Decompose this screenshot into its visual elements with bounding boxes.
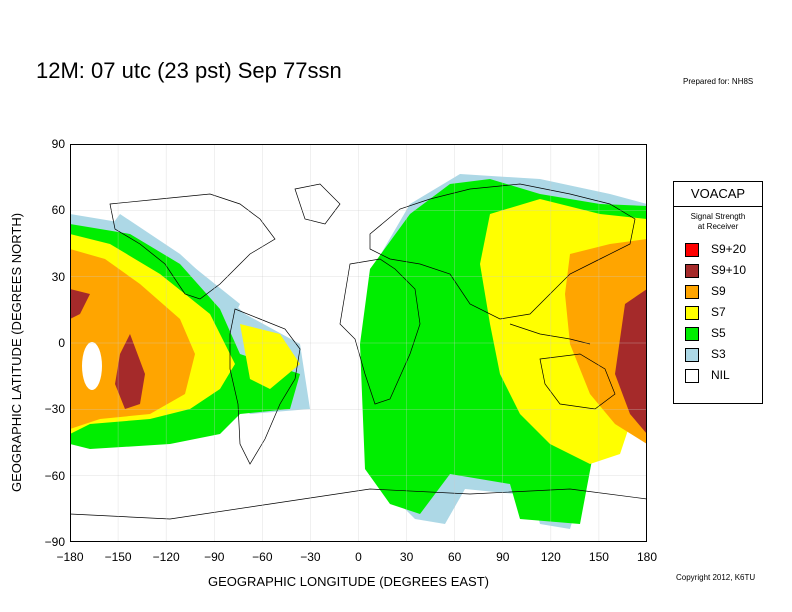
signal-legend: VOACAP Signal Strength at Receiver S9+20…	[673, 181, 763, 404]
map-title: 12M: 07 utc (23 pst) Sep 77ssn	[36, 58, 342, 83]
y-tick-label: −30	[44, 402, 65, 417]
y-axis-title: GEOGRAPHIC LATITUDE (DEGREES NORTH)	[9, 212, 24, 492]
x-tick-label: −30	[300, 550, 321, 564]
legend-item: S9+10	[685, 262, 746, 278]
zone-s9-10	[615, 289, 647, 434]
coastlines	[70, 183, 647, 520]
legend-title: VOACAP	[674, 182, 762, 207]
legend-item: S9+20	[685, 241, 746, 257]
legend-label: S9+20	[711, 242, 747, 256]
x-axis-title: GEOGRAPHIC LONGITUDE (DEGREES EAST)	[208, 574, 489, 589]
legend-item: S9	[685, 283, 726, 299]
legend-label: S3	[711, 347, 726, 361]
legend-item: S5	[685, 325, 726, 341]
legend-label: S7	[711, 305, 726, 319]
legend-label: S9+10	[711, 263, 747, 277]
x-tick-label: −150	[104, 550, 132, 564]
legend-swatch	[685, 368, 699, 383]
zone-s9-10	[115, 334, 145, 409]
x-tick-label: 30	[399, 550, 414, 564]
legend-subtitle: Signal Strength at Receiver	[674, 212, 762, 232]
legend-subtitle-line1: Signal Strength	[690, 212, 746, 221]
legend-label: NIL	[711, 368, 730, 382]
legend-subtitle-line2: at Receiver	[697, 222, 739, 231]
x-tick-label: 90	[496, 550, 510, 564]
x-tick-label: 180	[636, 550, 658, 564]
y-tick-label: −60	[44, 468, 65, 483]
y-tick-label: 90	[51, 137, 65, 151]
x-tick-label: 120	[540, 550, 561, 564]
legend-swatch	[685, 284, 699, 299]
legend-label: S5	[711, 326, 726, 340]
prepared-for-label: Prepared for: NH8S	[683, 77, 754, 86]
x-tick-label: 0	[355, 550, 362, 564]
legend-swatch	[685, 305, 699, 320]
y-tick-label: 0	[58, 336, 65, 350]
legend-item: S3	[685, 346, 726, 362]
copyright-label: Copyright 2012, K6TU	[676, 573, 756, 582]
legend-swatch	[685, 347, 699, 362]
x-tick-label: −90	[204, 550, 225, 564]
legend-swatch	[685, 242, 699, 257]
legend-label: S9	[711, 284, 726, 298]
y-tick-label: 60	[51, 203, 65, 218]
legend-item: NIL	[685, 367, 730, 383]
signal-zones	[70, 174, 647, 529]
zone-s9-10	[70, 289, 90, 319]
legend-swatch	[685, 263, 699, 278]
coverage-map	[70, 144, 647, 542]
x-tick-label: 150	[588, 550, 609, 564]
x-tick-label: −120	[152, 550, 180, 564]
map-frame	[70, 144, 647, 542]
zone-s7	[240, 324, 300, 389]
zone-nil-pocket	[82, 342, 102, 390]
legend-item: S7	[685, 304, 726, 320]
y-tick-label: −90	[44, 535, 65, 549]
y-tick-label: 30	[51, 269, 65, 284]
x-tick-label: −60	[252, 550, 273, 564]
zone-s9	[70, 249, 195, 429]
x-tick-label: 60	[447, 550, 462, 564]
x-tick-label: −180	[56, 550, 84, 564]
legend-swatch	[685, 326, 699, 341]
